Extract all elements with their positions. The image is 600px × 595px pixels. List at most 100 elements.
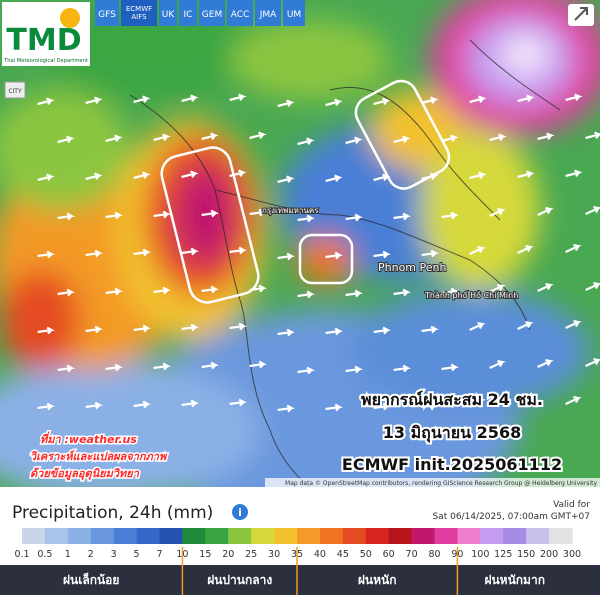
category-label: ฝนเล็กน้อย [63, 572, 119, 587]
city-button-label[interactable]: CITY [8, 88, 22, 95]
wind-arrow [421, 172, 439, 181]
wind-arrow [345, 136, 363, 145]
valid-time: Sat 06/14/2025, 07:00am GMT+07 [432, 512, 590, 522]
wind-arrow [153, 286, 171, 295]
model-tab-label[interactable]: JMA [259, 10, 277, 20]
wind-arrow [489, 283, 506, 293]
tick-label: 60 [383, 549, 395, 560]
wind-arrow [229, 169, 247, 178]
map: Phnom Penh กรุงเทพมหานคร Thành phố Hồ Ch… [0, 0, 600, 487]
overlay-date: 13 มิถุนายน 2568 [383, 423, 521, 443]
wind-arrow [57, 135, 75, 144]
wind-arrow [393, 288, 411, 297]
model-tab[interactable] [95, 0, 119, 26]
logo-title: TMD [6, 23, 81, 58]
wind-arrow [517, 320, 534, 330]
city-button[interactable] [4, 81, 26, 99]
model-tab-label[interactable]: UK [162, 10, 176, 20]
wind-arrow [441, 287, 459, 296]
model-tab[interactable] [227, 0, 253, 26]
wind-arrow [181, 94, 199, 103]
model-tab[interactable] [283, 0, 305, 26]
model-tab[interactable] [159, 0, 177, 26]
model-tab-label[interactable]: ECMWF AIFS [126, 5, 152, 21]
wind-arrow [441, 134, 459, 143]
color-cell [251, 528, 275, 544]
tick-label: 150 [517, 549, 535, 560]
wind-arrow [85, 249, 103, 258]
wind-arrow [37, 250, 55, 259]
wind-arrow [325, 251, 343, 260]
wind-arrow [181, 399, 199, 408]
attribution-bg [265, 478, 600, 487]
wind-arrow [85, 96, 103, 105]
color-cell [457, 528, 481, 544]
wind-arrow [325, 174, 343, 183]
wind-arrow [105, 211, 123, 220]
model-tab[interactable] [179, 0, 197, 26]
model-tab[interactable] [199, 0, 225, 26]
color-cell [434, 528, 458, 544]
wind-arrow [517, 244, 534, 254]
city-label: Phnom Penh [378, 261, 446, 274]
wind-arrow [85, 172, 103, 181]
logo-subtitle: Thai Meteorological Department [3, 58, 88, 64]
wind-arrow [421, 401, 439, 410]
color-cell [22, 528, 46, 544]
wind-arrow [565, 243, 582, 253]
wind-arrow [57, 212, 75, 221]
wind-arrow [249, 208, 267, 217]
wind-arrow [373, 173, 391, 182]
model-tab-label[interactable]: UM [287, 10, 301, 20]
wind-arrow [565, 169, 583, 178]
wind-arrow [393, 135, 411, 144]
wind-arrow [277, 252, 295, 261]
model-tab-label[interactable]: IC [184, 10, 193, 20]
wind-arrow [133, 248, 151, 257]
overlay-model: ECMWF init.2025061112 [342, 455, 562, 474]
tick-label: 70 [406, 549, 418, 560]
model-tab[interactable] [121, 0, 157, 26]
category-band [0, 565, 600, 595]
color-cell [319, 528, 344, 544]
color-cell [67, 528, 92, 544]
wind-arrow [277, 328, 295, 337]
tick-label: 3 [111, 549, 117, 560]
wind-arrow [585, 281, 600, 291]
tick-label: 200 [540, 549, 558, 560]
tick-label: 7 [156, 549, 162, 560]
borders [129, 39, 561, 487]
tick-label: 15 [199, 549, 211, 560]
wind-arrow [277, 404, 295, 413]
wind-arrow [229, 246, 247, 255]
model-tab[interactable] [255, 0, 281, 26]
wind-arrow [229, 322, 247, 331]
wind-arrow [201, 132, 219, 141]
valid-label: Valid for [553, 500, 590, 510]
model-tab-label[interactable]: GFS [98, 10, 116, 20]
wind-arrow [393, 212, 411, 221]
tick-label: 0.5 [37, 549, 52, 560]
wind-arrow [469, 95, 487, 104]
color-cell [182, 528, 206, 544]
info-button[interactable] [232, 504, 248, 520]
model-tab-label[interactable]: ACC [231, 10, 250, 20]
color-cell [480, 528, 504, 544]
wind-arrow [421, 96, 439, 105]
model-tab-label[interactable]: GEM [202, 10, 222, 20]
wind-arrow [565, 93, 583, 102]
tick-label: 125 [494, 549, 512, 560]
share-icon[interactable] [574, 7, 588, 21]
info-icon[interactable]: i [238, 506, 242, 519]
wind-arrow [537, 132, 555, 141]
source-line: ด้วยข้อมูลอุตุนิยมวิทยา [30, 467, 140, 481]
wind-arrow [249, 284, 267, 293]
wind-arrow [373, 250, 391, 259]
wind-arrow [181, 247, 199, 256]
color-cell [90, 528, 115, 544]
wind-arrow [489, 207, 506, 217]
wind-arrow [345, 289, 363, 298]
wind-arrow [201, 361, 219, 370]
wind-arrow [393, 364, 411, 373]
